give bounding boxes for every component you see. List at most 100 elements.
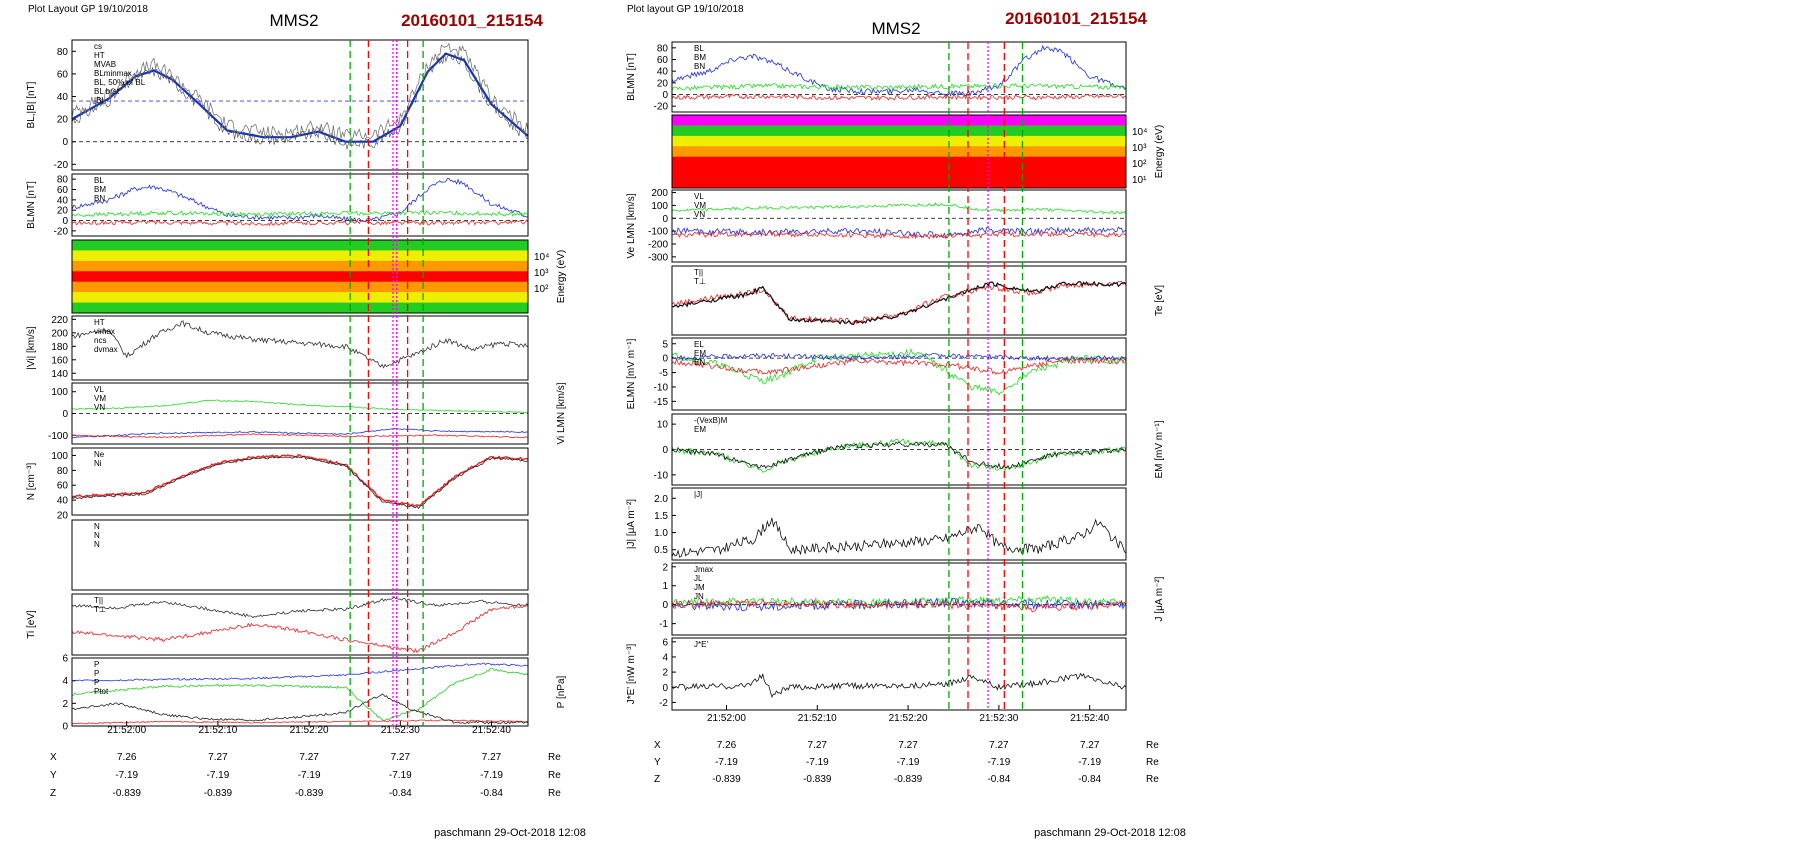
- y-tick-label: 100: [51, 387, 68, 398]
- y-axis-label: ELMN [mV m⁻¹]: [626, 338, 637, 409]
- panel-frame: [71, 447, 529, 516]
- ephemeris-unit: Re: [1146, 757, 1159, 768]
- y-axis-label: |Vi| [km/s]: [26, 326, 37, 370]
- panel-frame: [71, 315, 529, 381]
- y-tick-label: 10²: [534, 284, 549, 295]
- ephemeris-value: -0.839: [894, 774, 923, 785]
- legend-label: N: [94, 522, 100, 531]
- panel-ti: T||T⊥ Ti [eV]: [26, 593, 529, 656]
- time-tick-label: 21:52:40: [1070, 713, 1109, 724]
- series-line: [672, 357, 1126, 375]
- y-tick-label: 0: [662, 214, 668, 225]
- y-tick-label: 10³: [1132, 143, 1147, 154]
- series-line: [672, 441, 1126, 470]
- y-tick-label: 2: [662, 562, 668, 573]
- panel-e_energy: 10⁴ 10³ 10² 10¹ Energy (eV): [671, 114, 1165, 189]
- spectrogram-band: [672, 177, 1126, 189]
- series-line: [672, 280, 1126, 326]
- y-tick-label: 20: [57, 206, 69, 217]
- footer-credit: paschmann 29-Oct-2018 12:08: [1034, 827, 1186, 839]
- y-tick-label: -15: [654, 397, 669, 408]
- legend-label: Ptot: [94, 687, 109, 696]
- spectrogram-band: [72, 240, 528, 251]
- spectrogram-band: [72, 281, 528, 293]
- y-tick-label: 180: [51, 342, 68, 353]
- series-line: [672, 230, 1126, 240]
- series-line: [72, 52, 528, 150]
- ephemeris-value: -7.19: [1078, 757, 1101, 768]
- y-tick-label: 0: [662, 445, 668, 456]
- ephemeris-row-name: Z: [654, 774, 660, 785]
- y-tick-label: -200: [648, 240, 668, 251]
- legend-label: Ne: [94, 450, 105, 459]
- y-axis-label: |J| [μA m⁻²]: [626, 499, 637, 549]
- y-tick-label: 20: [657, 78, 669, 89]
- y-tick-label: -2: [659, 698, 668, 709]
- spectrogram-band: [672, 146, 1126, 158]
- y-tick-label: -5: [659, 368, 668, 379]
- panel-frame: [671, 562, 1127, 636]
- ephemeris-value: -0.839: [712, 774, 741, 785]
- ephemeris-value: -0.839: [204, 788, 233, 799]
- y-tick-label: 10⁴: [534, 252, 549, 263]
- y-tick-label: 10³: [534, 268, 549, 279]
- time-tick-label: 21:52:30: [979, 713, 1018, 724]
- y-tick-label: 6: [662, 637, 668, 648]
- y-tick-label: 40: [57, 496, 69, 507]
- y-tick-label: 200: [51, 328, 68, 339]
- legend-label: BL: [94, 176, 104, 185]
- ephemeris-value: 7.26: [117, 752, 137, 763]
- y-tick-label: 200: [651, 188, 668, 199]
- time-tick-label: 21:52:20: [290, 725, 329, 736]
- y-axis-label: Vi LMN [km/s]: [556, 382, 567, 444]
- legend-label: P: [94, 678, 99, 687]
- y-tick-label: 20: [57, 511, 69, 522]
- y-tick-label: 40: [57, 195, 69, 206]
- ephemeris-value: -0.84: [1078, 774, 1101, 785]
- y-tick-label: 80: [657, 43, 669, 54]
- legend-label: T⊥: [94, 605, 106, 614]
- layout-label: Plot layout GP 19/10/2018: [627, 4, 744, 15]
- time-tick-label: 21:52:20: [889, 713, 928, 724]
- legend-label: EM: [694, 425, 706, 434]
- legend-label: HT: [94, 318, 105, 327]
- y-tick-label: 2.0: [654, 494, 668, 505]
- y-tick-label: 0: [62, 409, 68, 420]
- y-tick-label: 0: [662, 354, 668, 365]
- panel-frame: [671, 189, 1127, 263]
- panel-frame: [671, 265, 1127, 336]
- ephemeris-row-name: X: [654, 740, 661, 751]
- spectrogram-band: [72, 250, 528, 262]
- y-tick-label: 0: [62, 137, 68, 148]
- series-line: [72, 719, 528, 725]
- legend-label: cs: [94, 42, 102, 51]
- ephemeris-value: -0.839: [113, 788, 142, 799]
- panel-frame: [71, 39, 529, 171]
- ephemeris-row-name: X: [50, 752, 57, 763]
- panel-frame: [671, 413, 1127, 486]
- y-tick-label: -10: [654, 470, 669, 481]
- series-line: [672, 597, 1126, 612]
- panel-frame: [671, 337, 1127, 411]
- y-axis-label: Ti [eV]: [26, 610, 37, 639]
- legend-label: N: [94, 540, 100, 549]
- series-line: [72, 177, 528, 223]
- ephemeris-value: 7.26: [717, 740, 737, 751]
- series-line: [72, 320, 528, 369]
- ephemeris-unit: Re: [548, 752, 561, 763]
- y-tick-label: 0: [662, 90, 668, 101]
- y-tick-label: 6: [62, 654, 68, 665]
- panel-je: 6 4 2 0 -2 J*E' J*E' [nW m⁻³]: [626, 637, 1127, 711]
- legend-label: VL: [694, 192, 704, 201]
- time-tick-label: 21:52:40: [472, 725, 511, 736]
- time-tick-label: 21:52:10: [798, 713, 837, 724]
- ephemeris-value: -0.84: [389, 788, 412, 799]
- series-line: [672, 517, 1126, 558]
- y-tick-label: 1.0: [654, 528, 668, 539]
